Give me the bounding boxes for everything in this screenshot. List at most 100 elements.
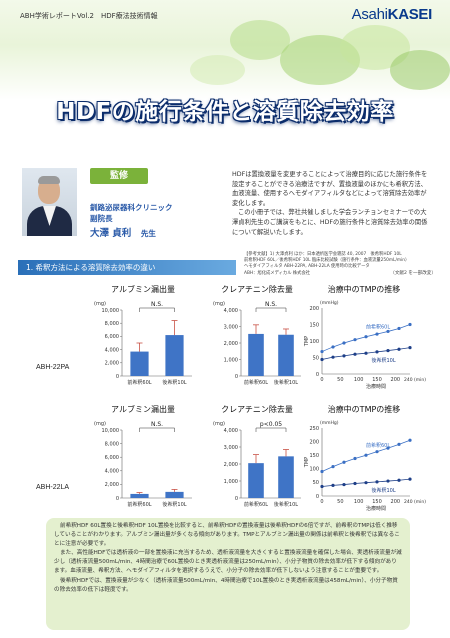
- x-tick-label: 後希釈10L: [274, 379, 298, 386]
- y-tick-label: 10,000: [102, 308, 120, 314]
- supervisor-role: 副院長: [90, 214, 113, 223]
- data-point: [386, 446, 390, 450]
- y-tick-label: 4,000: [224, 308, 238, 314]
- chart-svg: (mg) 0 2,000 4,000 6,000 8,000 10,000 前希釈60L 後希釈…: [94, 421, 192, 508]
- y-tick-label: 4,000: [224, 428, 238, 434]
- data-point: [353, 481, 357, 486]
- y-axis-unit: (mg): [213, 421, 225, 427]
- data-point: [331, 355, 335, 359]
- intro-paragraph: HDFは置換液量を変更することによって治療目的に応じた施行条件を設定することがで…: [232, 171, 428, 207]
- significance-label: p<0.05: [260, 421, 282, 428]
- data-point: [375, 480, 379, 484]
- data-point: [320, 357, 324, 362]
- y-tick-label: 2,000: [224, 341, 238, 347]
- data-point: [320, 469, 324, 474]
- data-point: [320, 349, 324, 354]
- significance-bracket: [139, 307, 175, 312]
- x-axis-unit: 240 (min): [404, 499, 426, 505]
- report-series: ABH学術レポートVol.2 HDF療法技術情報: [20, 12, 158, 20]
- supervisor-name: 大澤 貞利 先生: [90, 228, 156, 239]
- data-point: [397, 326, 401, 331]
- summary-paragraph: また、高性能HDFでは透析液の一部を置換液に充当するため、透析液流量を大きくする…: [54, 550, 402, 575]
- x-tick-label: 100: [354, 499, 364, 505]
- data-point: [364, 453, 368, 457]
- chart-title: アルブミン漏出量: [111, 405, 175, 414]
- row-label-abh-22pa: ABH-22PA: [36, 364, 70, 371]
- x-tick-label: 後希釈10L: [162, 379, 186, 386]
- references: 【参考文献】1) 大澤貞利 ほか：日本透析医学会雑誌 40, 2007 後希釈H…: [244, 252, 439, 277]
- y-tick-label: 10,000: [102, 428, 120, 434]
- significance-label: N.S.: [151, 421, 163, 428]
- x-tick-label: 前希釈60L: [127, 501, 151, 508]
- data-point: [408, 346, 412, 350]
- supervisor-photo: [22, 168, 77, 236]
- y-axis-unit: (mg): [94, 301, 106, 307]
- y-tick-label: 150: [309, 322, 319, 328]
- data-point: [408, 438, 412, 442]
- y-tick-label: 0: [235, 374, 238, 380]
- chart-svg: (mg) 0 1,000 2,000 3,000 4,000 前希釈60L 後希釈10L p<0…: [213, 421, 301, 508]
- y-tick-label: 3,000: [224, 445, 238, 451]
- y-tick-label: 50: [313, 355, 319, 361]
- data-point: [397, 442, 401, 446]
- significance-bracket: [255, 427, 287, 432]
- y-tick-label: 0: [316, 372, 319, 378]
- y-tick-label: 250: [309, 426, 319, 432]
- summary-box: 前希釈HDF 60L置換と後希釈HDF 10L置換を比較すると、前希釈HDFの置…: [46, 518, 410, 630]
- supervisor-card: 監修 釧路泌尿器科クリニック 副院長 大澤 貞利 先生: [22, 160, 222, 260]
- bar: [278, 334, 294, 376]
- x-tick-label: 後希釈10L: [162, 501, 186, 508]
- bar: [130, 351, 149, 376]
- data-point: [397, 347, 401, 351]
- data-point: [408, 322, 412, 327]
- x-tick-label: 150: [372, 377, 382, 383]
- data-point: [331, 483, 335, 487]
- data-point: [375, 332, 379, 336]
- summary-paragraph: 後希釈HDFでは、置換液量が少なく（透析液流量500mL/min、4時間治療で1…: [54, 577, 398, 593]
- y-tick-label: 8,000: [105, 441, 119, 447]
- significance-label: N.S.: [265, 301, 277, 308]
- chart-title: クレアチニン除去量: [221, 285, 293, 294]
- y-tick-label: 8,000: [105, 321, 119, 327]
- data-point: [375, 450, 379, 454]
- header-background: [0, 0, 450, 100]
- reference-line: ABH：旭化成メディカル 株式会社: [244, 270, 311, 276]
- y-axis-unit: (mg): [213, 301, 225, 307]
- y-tick-label: 100: [309, 339, 319, 345]
- chart-svg: (mg) 0 1,000 2,000 3,000 4,000 前希釈60L 後希釈10L N.S…: [213, 301, 301, 386]
- x-tick-label: 150: [372, 499, 382, 505]
- y-tick-label: 6,000: [105, 455, 119, 461]
- data-point: [397, 478, 401, 482]
- reference-line: 前希釈HDF 60L／後希釈HDF 10L 臨床比較試験（施行条件：血液流量25…: [244, 258, 410, 264]
- bar: [165, 491, 184, 498]
- y-tick-label: 150: [309, 453, 319, 459]
- y-tick-label: 0: [116, 496, 119, 502]
- y-axis-unit: (mg): [94, 421, 106, 427]
- data-point: [353, 456, 357, 461]
- bar: [248, 463, 264, 498]
- reference-line: 【参考文献】1) 大澤貞利 ほか：日本透析医学会雑誌 40, 2007 後希釈H…: [244, 252, 402, 257]
- data-point: [364, 351, 368, 355]
- x-tick-label: 前希釈60L: [127, 379, 151, 386]
- reference-line: ヘモダイアフィルタ ABH-22PA, ABH-22LA 使用時の比較データ: [244, 264, 370, 270]
- data-point: [375, 350, 379, 354]
- series-label: 後希釈10L: [372, 357, 396, 364]
- y-tick-label: 0: [116, 374, 119, 380]
- series-label: 後希釈10L: [372, 487, 396, 494]
- x-tick-label: 後希釈10L: [274, 501, 298, 508]
- row-label-abh-22la: ABH-22LA: [36, 484, 70, 491]
- data-point: [386, 348, 390, 353]
- y-tick-label: 200: [309, 439, 319, 445]
- summary-paragraph: 前希釈HDF 60L置換と後希釈HDF 10L置換を比較すると、前希釈HDFの置…: [54, 523, 400, 548]
- data-point: [386, 479, 390, 483]
- page-title: HDFの施行条件と溶質除去効率: [56, 99, 394, 125]
- bar: [130, 493, 149, 498]
- series-label: 前希釈60L: [366, 442, 390, 449]
- y-tick-label: 2,000: [105, 482, 119, 488]
- data-point: [320, 484, 324, 489]
- y-tick-label: 1,000: [224, 357, 238, 363]
- data-point: [342, 354, 346, 358]
- data-point: [342, 460, 346, 464]
- supervisor-badge: 監修: [90, 168, 148, 184]
